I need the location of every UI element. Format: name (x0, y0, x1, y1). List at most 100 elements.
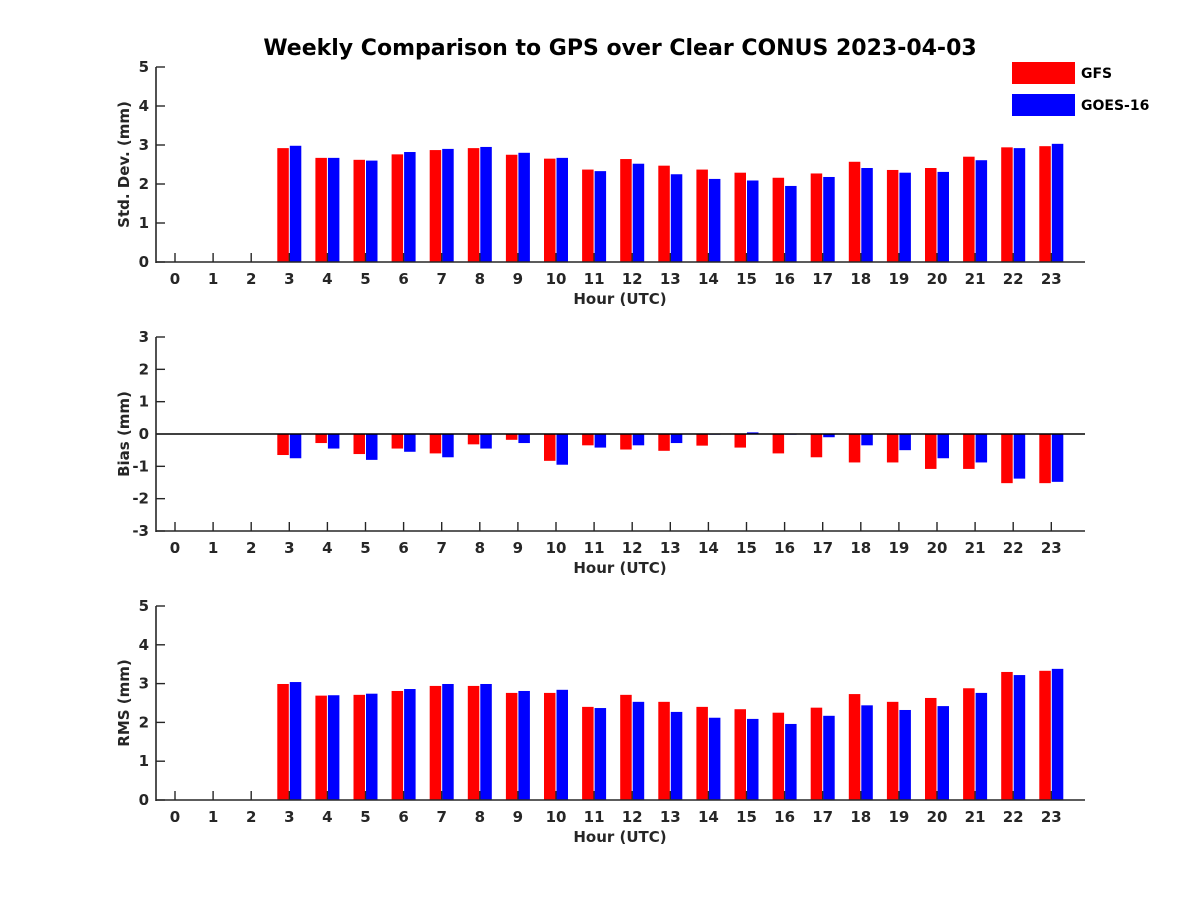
legend-swatch-goes-16 (1012, 94, 1075, 116)
bar-goes-16-hour-6 (404, 434, 416, 452)
bar-goes-16-hour-12 (632, 163, 645, 262)
bar-gfs-hour-21 (963, 434, 975, 469)
x-tick-label: 13 (660, 539, 681, 557)
bar-goes-16-hour-23 (1051, 668, 1064, 800)
bar-goes-16-hour-10 (556, 689, 568, 800)
bar-goes-16-hour-8 (480, 683, 492, 800)
x-tick-label: 0 (170, 539, 180, 557)
bar-gfs-hour-4 (315, 695, 327, 800)
bar-gfs-hour-23 (1039, 670, 1051, 800)
bar-gfs-hour-16 (772, 712, 785, 800)
bar-goes-16-hour-8 (480, 146, 492, 262)
x-tick-label: 19 (888, 539, 909, 557)
bar-goes-16-hour-3 (289, 434, 302, 459)
bar-gfs-hour-19 (886, 169, 899, 262)
y-tick-label: 3 (139, 136, 149, 154)
y-axis-label: RMS (mm) (115, 659, 133, 746)
bar-gfs-hour-9 (505, 434, 518, 440)
bar-goes-16-hour-19 (899, 172, 911, 262)
x-tick-label: 0 (170, 270, 180, 288)
x-tick-label: 3 (284, 539, 294, 557)
bar-goes-16-hour-21 (975, 692, 988, 800)
bar-gfs-hour-13 (658, 434, 670, 451)
x-tick-label: 1 (208, 270, 218, 288)
bar-gfs-hour-10 (544, 434, 556, 461)
bar-gfs-hour-8 (467, 434, 480, 445)
bar-goes-16-hour-21 (975, 160, 988, 262)
bar-gfs-hour-14 (696, 169, 708, 262)
x-tick-label: 11 (584, 270, 605, 288)
y-tick-label: -1 (132, 457, 149, 475)
x-axis-label: Hour (UTC) (573, 559, 666, 577)
bar-goes-16-hour-20 (937, 434, 949, 459)
x-tick-label: 4 (322, 539, 332, 557)
x-tick-label: 23 (1041, 539, 1062, 557)
x-tick-label: 13 (660, 808, 681, 826)
x-tick-label: 15 (736, 270, 757, 288)
y-axis-label: Bias (mm) (115, 391, 133, 477)
bar-goes-16-hour-18 (861, 168, 873, 262)
y-tick-label: 1 (139, 214, 149, 232)
y-axis-label: Std. Dev. (mm) (115, 101, 133, 228)
bar-goes-16-hour-5 (366, 160, 378, 262)
y-tick-label: 4 (139, 636, 149, 654)
bar-goes-16-hour-10 (556, 434, 568, 465)
bar-gfs-hour-17 (810, 434, 823, 458)
bar-gfs-hour-12 (620, 159, 632, 262)
chart-title: Weekly Comparison to GPS over Clear CONU… (263, 36, 976, 61)
bar-gfs-hour-13 (658, 165, 670, 262)
bar-goes-16-hour-3 (289, 145, 302, 262)
x-tick-label: 5 (360, 808, 370, 826)
bar-gfs-hour-6 (391, 690, 404, 800)
bar-goes-16-hour-7 (442, 434, 454, 458)
x-tick-label: 4 (322, 270, 332, 288)
x-tick-label: 21 (965, 270, 986, 288)
bar-gfs-hour-19 (886, 701, 899, 800)
bar-gfs-hour-18 (848, 161, 861, 262)
x-tick-label: 2 (246, 270, 256, 288)
bar-gfs-hour-11 (582, 169, 594, 262)
y-tick-label: 5 (139, 597, 149, 615)
x-tick-label: 9 (513, 808, 523, 826)
x-tick-label: 9 (513, 539, 523, 557)
x-tick-label: 10 (546, 808, 567, 826)
x-tick-label: 4 (322, 808, 332, 826)
bar-goes-16-hour-5 (366, 693, 378, 800)
bar-goes-16-hour-12 (632, 701, 645, 800)
bar-goes-16-hour-19 (899, 434, 911, 451)
x-tick-label: 13 (660, 270, 681, 288)
x-tick-label: 17 (812, 539, 833, 557)
x-tick-label: 1 (208, 808, 218, 826)
x-tick-label: 8 (475, 270, 485, 288)
bar-gfs-hour-7 (429, 685, 442, 800)
x-tick-label: 7 (436, 808, 446, 826)
x-tick-label: 23 (1041, 808, 1062, 826)
y-tick-label: 4 (139, 97, 149, 115)
x-tick-label: 20 (927, 808, 948, 826)
bar-gfs-hour-11 (582, 434, 594, 446)
bar-goes-16-hour-18 (861, 705, 873, 800)
y-tick-label: 5 (139, 58, 149, 76)
x-tick-label: 0 (170, 808, 180, 826)
bar-gfs-hour-23 (1039, 146, 1051, 262)
x-tick-label: 18 (850, 270, 871, 288)
x-tick-label: 9 (513, 270, 523, 288)
x-tick-label: 15 (736, 808, 757, 826)
bar-gfs-hour-15 (734, 172, 746, 262)
y-tick-label: -2 (132, 490, 149, 508)
bar-gfs-hour-3 (277, 683, 289, 800)
y-tick-label: 1 (139, 752, 149, 770)
bar-gfs-hour-5 (353, 694, 365, 800)
x-tick-label: 21 (965, 808, 986, 826)
bar-goes-16-hour-4 (327, 434, 340, 449)
bar-gfs-hour-3 (277, 434, 289, 456)
y-tick-label: 2 (139, 713, 149, 731)
bar-gfs-hour-8 (467, 685, 480, 800)
bar-goes-16-hour-12 (632, 434, 645, 446)
bar-gfs-hour-22 (1001, 671, 1013, 800)
bar-gfs-hour-20 (925, 697, 937, 800)
x-tick-label: 8 (475, 808, 485, 826)
bar-gfs-hour-14 (696, 706, 708, 800)
x-tick-label: 18 (850, 539, 871, 557)
